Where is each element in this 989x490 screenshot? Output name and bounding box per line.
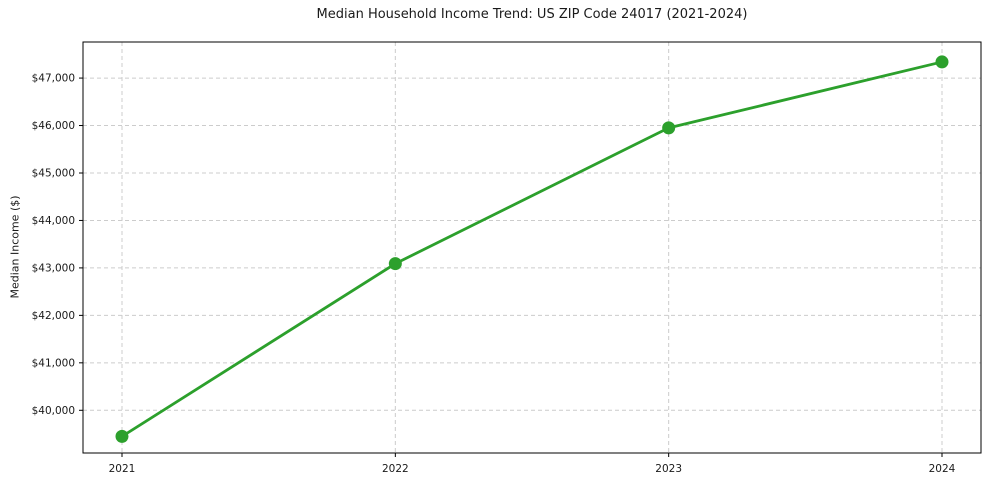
data-point: [115, 429, 129, 443]
y-tick-label: $40,000: [32, 405, 75, 417]
x-tick-label: 2022: [382, 463, 409, 475]
y-tick-label: $43,000: [32, 262, 75, 274]
x-tick-label: 2024: [929, 463, 956, 475]
y-tick-label: $47,000: [32, 73, 75, 85]
y-tick-label: $44,000: [32, 215, 75, 227]
y-tick-label: $45,000: [32, 167, 75, 179]
chart-title: Median Household Income Trend: US ZIP Co…: [316, 7, 748, 22]
data-point: [388, 257, 402, 271]
plot-border: [82, 41, 982, 454]
y-tick-label: $42,000: [32, 310, 75, 322]
trend-line: [120, 60, 944, 438]
y-tick-label: $41,000: [32, 357, 75, 369]
data-point: [662, 121, 676, 135]
data-point: [935, 55, 949, 69]
x-tick-label: 2021: [109, 463, 136, 475]
x-tick-label: 2023: [655, 463, 682, 475]
y-tick-label: $46,000: [32, 120, 75, 132]
